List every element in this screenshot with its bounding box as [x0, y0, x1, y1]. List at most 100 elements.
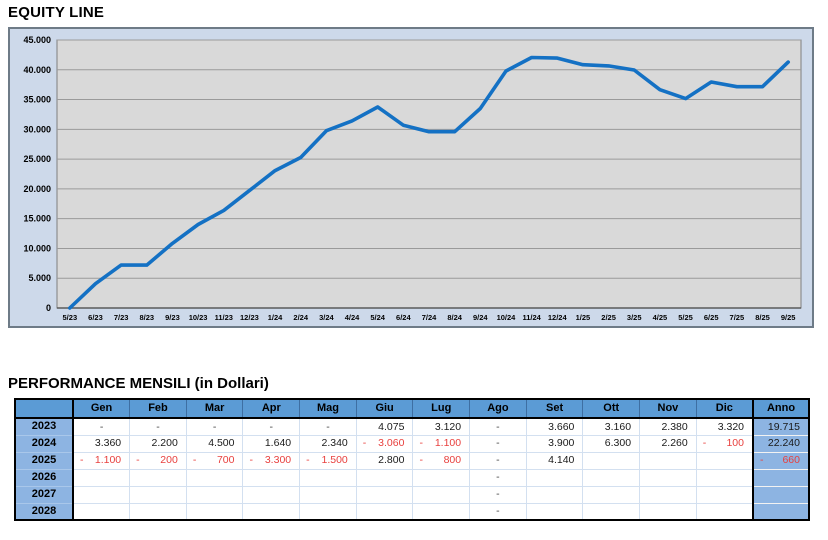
- negative-value: -100: [702, 437, 744, 450]
- equity-line-chart: 0 5.000 10.000 15.000 20.000 25.000 30.000 35.0…: [23, 35, 802, 322]
- cell-2026-mar: [185, 468, 244, 487]
- cell-2026-lug: [412, 468, 471, 487]
- cell-2026-giu: [355, 468, 414, 487]
- table-row-2027: 2027 -: [15, 485, 809, 504]
- cell-2028-anno: [752, 502, 809, 521]
- x-axis-tick-label: 6/23: [88, 313, 103, 322]
- cell-2024-ott: 6.300: [582, 434, 641, 453]
- equity-chart-frame: 0 5.000 10.000 15.000 20.000 25.000 30.000 35.0…: [8, 27, 814, 328]
- cell-2027-mag: [299, 485, 357, 504]
- cell-2024-apr: 1.640: [242, 434, 301, 453]
- y-axis-tick-label: 5.000: [28, 273, 51, 283]
- cell-2024-mar: 4.500: [185, 434, 244, 453]
- col-header-ott: Ott: [582, 399, 641, 419]
- cell-2028-nov: [639, 502, 697, 521]
- cell-2025-lug: -800: [412, 451, 471, 470]
- cell-2027-nov: [639, 485, 697, 504]
- col-header-apr: Apr: [242, 399, 301, 419]
- cell-2028-mar: [185, 502, 244, 521]
- negative-value: -1.500: [306, 454, 348, 467]
- cell-2023-ago: -: [469, 417, 527, 436]
- x-axis-tick-label: 1/24: [268, 313, 283, 322]
- cell-2027-lug: [412, 485, 471, 504]
- x-axis-tick-label: 12/24: [548, 313, 568, 322]
- cell-2027-ago: -: [469, 485, 527, 504]
- cell-2024-set: 3.900: [525, 434, 584, 453]
- cell-2025-gen: -1.100: [72, 451, 131, 470]
- x-axis-tick-label: 5/25: [678, 313, 693, 322]
- col-header-gen: Gen: [73, 399, 131, 419]
- cell-2024-giu: -3.060: [355, 434, 414, 453]
- row-header-2024: 2024: [15, 434, 74, 452]
- cell-2023-gen: -: [72, 417, 131, 436]
- cell-2026-anno: [752, 468, 809, 487]
- x-axis-tick-label: 11/24: [522, 313, 541, 322]
- table-row-2028: 2028 -: [15, 502, 809, 521]
- negative-value: -800: [419, 454, 462, 467]
- x-axis-tick-label: 11/23: [215, 313, 233, 322]
- x-axis-tick-label: 12/23: [240, 313, 259, 322]
- x-axis-tick-label: 6/25: [704, 313, 719, 322]
- row-header-2028: 2028: [15, 502, 74, 520]
- cell-2025-anno: -660: [752, 451, 809, 470]
- cell-2027-feb: [129, 485, 187, 504]
- cell-2023-feb: -: [129, 417, 187, 436]
- y-axis-tick-label: 15.000: [23, 214, 51, 224]
- cell-2024-nov: 2.260: [639, 434, 697, 453]
- cell-2025-ago: -: [469, 451, 527, 470]
- chart-title: EQUITY LINE: [8, 4, 105, 21]
- x-axis-tick-label: 5/24: [370, 313, 385, 322]
- x-axis-tick-label: 3/25: [627, 313, 642, 322]
- x-axis-tick-label: 7/24: [422, 313, 437, 322]
- cell-2027-anno: [752, 485, 809, 504]
- cell-2023-dic: 3.320: [695, 417, 754, 436]
- cell-2028-dic: [695, 502, 754, 521]
- cell-2025-apr: -3.300: [242, 451, 301, 470]
- cell-2026-mag: [299, 468, 357, 487]
- corner-cell: [15, 399, 74, 419]
- cell-2028-feb: [129, 502, 187, 521]
- performance-table: Gen Feb Mar Apr Mag Giu Lug Ago Set Ott Nov Dic Anno…: [14, 398, 810, 521]
- row-header-2025: 2025: [15, 451, 74, 469]
- table-row-2023: 2023- - - - -4.075 3.120-3.660 3.160 2.380 3.320…: [15, 417, 809, 436]
- table-row-2026: 2026 -: [15, 468, 809, 487]
- table-header-row: Gen Feb Mar Apr Mag Giu Lug Ago Set Ott Nov Dic Anno: [15, 399, 809, 419]
- cell-2028-set: [525, 502, 584, 521]
- cell-2026-ott: [582, 468, 641, 487]
- table-title: PERFORMANCE MENSILI (in Dollari): [8, 375, 269, 392]
- negative-value: -1.100: [80, 454, 122, 467]
- table-row-2024: 2024 3.360 2.200 4.500 1.640 2.340 -3.060 -1.10…: [15, 434, 809, 453]
- cell-2026-set: [525, 468, 584, 487]
- cell-2025-mar: -700: [185, 451, 244, 470]
- cell-2027-apr: [242, 485, 301, 504]
- x-axis-tick-label: 1/25: [576, 313, 591, 322]
- x-axis-tick-label: 8/24: [447, 313, 462, 322]
- negative-value: -200: [136, 454, 178, 467]
- y-axis-tick-label: 0: [46, 303, 51, 313]
- row-header-2027: 2027: [15, 485, 74, 503]
- x-axis-tick-label: 10/23: [189, 313, 208, 322]
- cell-2028-ago: -: [469, 502, 527, 521]
- cell-2026-gen: [72, 468, 131, 487]
- cell-2028-mag: [299, 502, 357, 521]
- plot-area: [56, 39, 802, 309]
- col-header-dic: Dic: [696, 399, 754, 419]
- cell-2025-feb: -200: [129, 451, 187, 470]
- col-header-lug: Lug: [412, 399, 471, 419]
- cell-2027-ott: [582, 485, 641, 504]
- negative-value: -700: [192, 454, 235, 467]
- cell-2023-anno: 19.715: [752, 417, 809, 436]
- cell-2024-ago: -: [469, 434, 527, 453]
- cell-2023-nov: 2.380: [639, 417, 697, 436]
- negative-value: -660: [760, 454, 800, 467]
- cell-2023-ott: 3.160: [582, 417, 641, 436]
- cell-2023-lug: 3.120: [412, 417, 471, 436]
- cell-2024-gen: 3.360: [72, 434, 131, 453]
- cell-2026-apr: [242, 468, 301, 487]
- y-axis-tick-label: 45.000: [23, 35, 51, 45]
- cell-2023-apr: -: [242, 417, 301, 436]
- x-axis-tick-label: 2/25: [601, 313, 616, 322]
- y-axis-tick-label: 30.000: [23, 124, 51, 134]
- row-header-2023: 2023: [15, 417, 74, 435]
- cell-2025-ott: [582, 451, 641, 470]
